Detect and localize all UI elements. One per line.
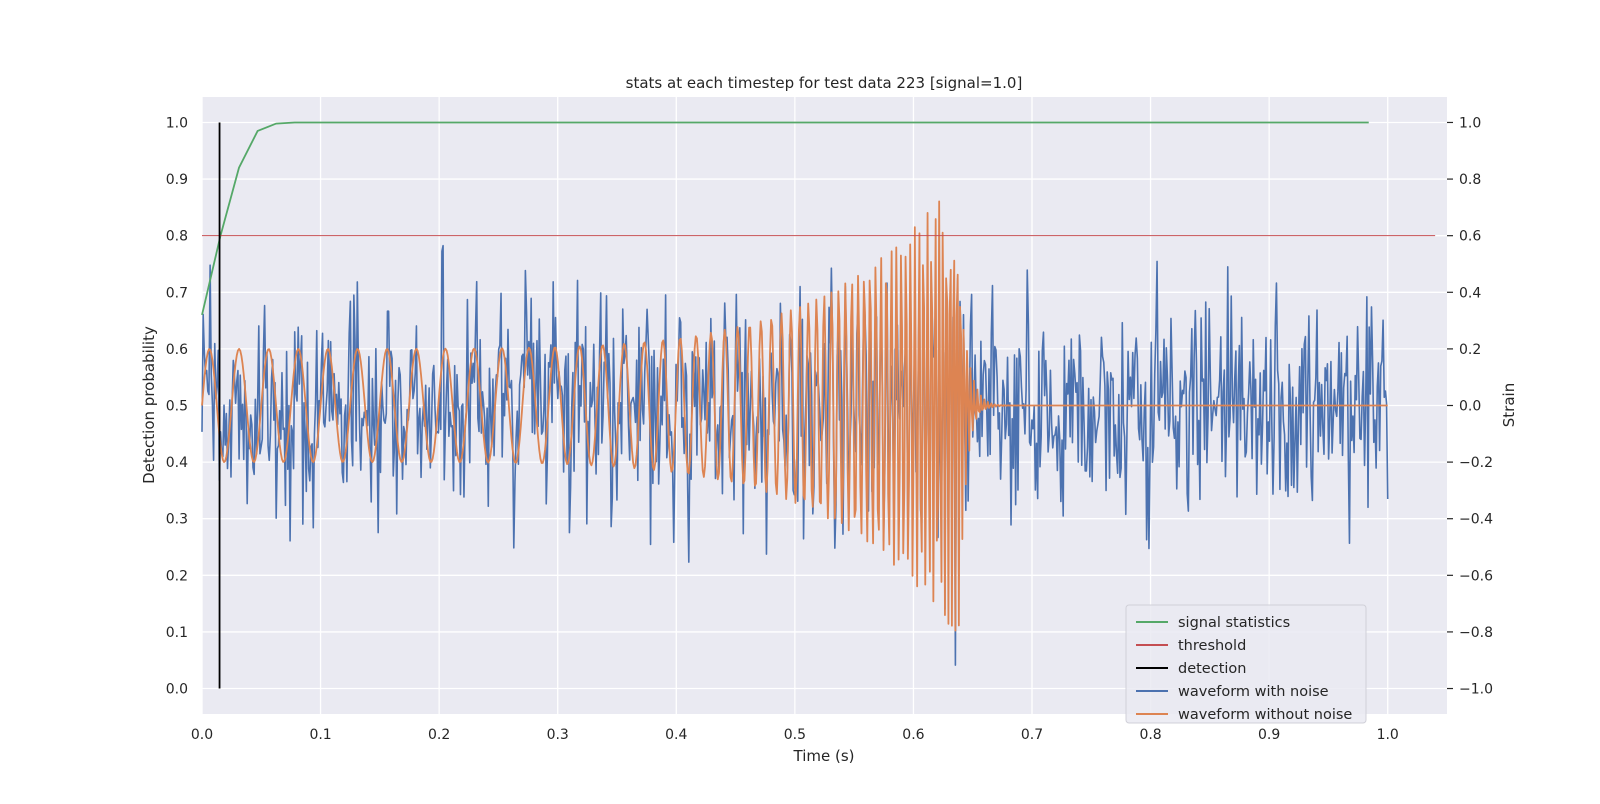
y-tick-label: 0.6 — [166, 342, 188, 358]
x-tick-label: 1.0 — [1377, 727, 1399, 743]
legend-label: signal statistics — [1178, 615, 1290, 631]
series-waveform-without-noise — [201, 200, 1388, 632]
x-tick-label: 0.8 — [1139, 727, 1161, 743]
x-tick-label: 0.2 — [428, 727, 450, 743]
chart-title: stats at each timestep for test data 223… — [626, 74, 1023, 92]
series-layer — [201, 121, 1436, 689]
y-tick-label: 0.0 — [166, 682, 188, 698]
x-tick-label: 0.6 — [902, 727, 924, 743]
x-tick-label: 0.0 — [191, 727, 213, 743]
y2-tick-label: −0.6 — [1459, 568, 1493, 584]
legend-label: detection — [1178, 661, 1246, 677]
x-tick-labels: 0.0 0.1 0.2 0.3 0.4 0.5 0.6 0.7 0.8 0.9 1.0 — [191, 727, 1399, 743]
y2-tick-label: −0.8 — [1459, 625, 1493, 641]
legend-label: waveform without noise — [1178, 707, 1352, 723]
series-signal-statistics — [201, 121, 1369, 316]
y-tick-label: 0.1 — [166, 625, 188, 641]
y-axis-label: Detection probability — [140, 326, 158, 484]
x-tick-label: 0.5 — [784, 727, 806, 743]
x-axis-label: Time (s) — [793, 747, 855, 765]
y-tick-label: 0.7 — [166, 285, 188, 301]
y-tick-label: 1.0 — [166, 115, 188, 131]
x-tick-label: 0.4 — [665, 727, 687, 743]
legend-label: threshold — [1178, 638, 1246, 654]
y-tick-label: 0.4 — [166, 455, 188, 471]
y2-tick-label: 0.0 — [1459, 399, 1481, 415]
y2-tick-label: 0.4 — [1459, 285, 1481, 301]
legend: signal statistics threshold detection wavef… — [1125, 604, 1367, 724]
y-tick-label: 0.9 — [166, 172, 188, 188]
y-tick-labels: 0.0 0.1 0.2 0.3 0.4 0.5 0.6 0.7 0.8 0.9 1.0 — [166, 115, 188, 697]
x-tick-label: 0.7 — [1021, 727, 1043, 743]
x-tick-label: 0.3 — [547, 727, 569, 743]
y-tick-label: 0.8 — [166, 229, 188, 245]
y2-tick-label: 1.0 — [1459, 115, 1481, 131]
y-tick-label: 0.2 — [166, 568, 188, 584]
x-tick-label: 0.9 — [1258, 727, 1280, 743]
y2-tick-label: 0.8 — [1459, 172, 1481, 188]
legend-label: waveform with noise — [1178, 684, 1329, 700]
y2-tick-label: 0.6 — [1459, 229, 1481, 245]
y2-tick-labels: −1.0 −0.8 −0.6 −0.4 −0.2 0.0 0.2 0.4 0.6 0.8 1.0 — [1447, 115, 1493, 698]
y2-tick-label: −1.0 — [1459, 682, 1493, 698]
y-tick-label: 0.3 — [166, 512, 188, 528]
y2-tick-label: −0.4 — [1459, 512, 1493, 528]
y-tick-label: 0.5 — [166, 399, 188, 415]
y2-tick-label: 0.2 — [1459, 342, 1481, 358]
y2-tick-label: −0.2 — [1459, 455, 1493, 471]
y2-axis-label: Strain — [1500, 383, 1518, 427]
legend-box — [1125, 604, 1367, 724]
x-tick-label: 0.1 — [309, 727, 331, 743]
